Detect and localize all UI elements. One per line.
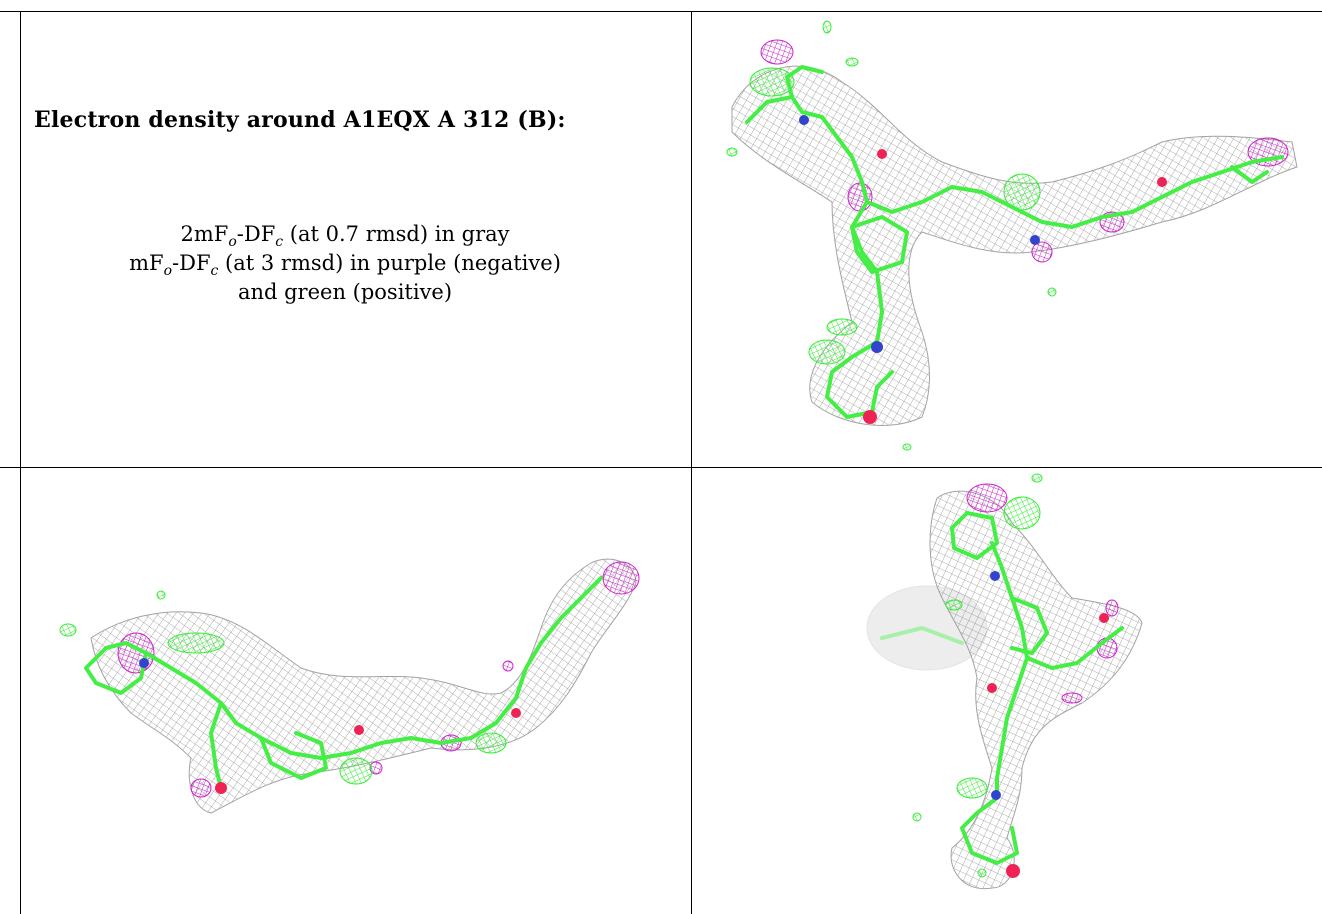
legend-line-2fo-fc: 2mFo-DFc (at 0.7 rmsd) in gray <box>0 220 690 249</box>
density-render-2 <box>21 468 691 914</box>
density-render-3 <box>692 468 1322 914</box>
density-view-top-right <box>692 12 1322 467</box>
density-render-1 <box>692 12 1322 467</box>
gray-mesh-2fofc <box>732 66 1297 425</box>
figure-title: Electron density around A1EQX A 312 (B): <box>34 107 684 133</box>
density-view-bottom-left <box>21 468 691 914</box>
legend-line-fo-fc: mFo-DFc (at 3 rmsd) in purple (negative) <box>0 249 690 278</box>
legend-line-positive: and green (positive) <box>0 278 690 307</box>
caption-cell: Electron density around A1EQX A 312 (B):… <box>0 12 691 467</box>
density-view-bottom-right <box>692 468 1322 914</box>
map-legend: 2mFo-DFc (at 0.7 rmsd) in gray mFo-DFc (… <box>0 220 690 307</box>
